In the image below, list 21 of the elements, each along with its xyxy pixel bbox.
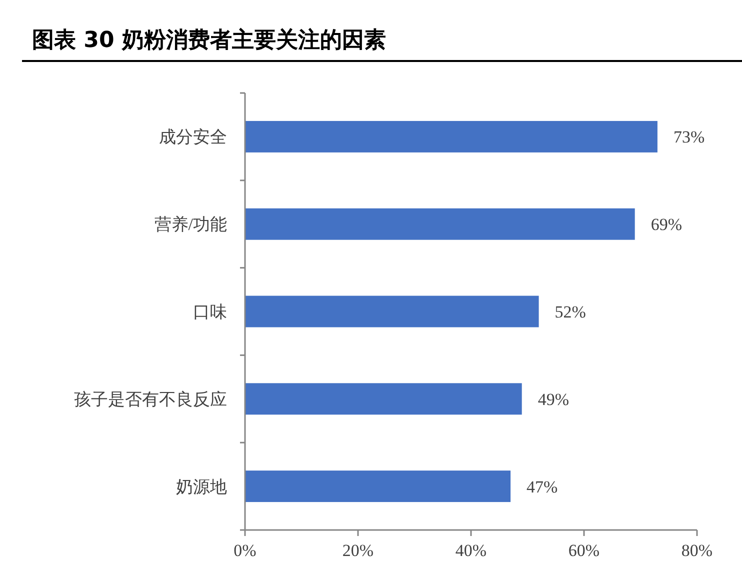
y-tick-label: 孩子是否有不良反应 (74, 390, 227, 409)
data-label: 47% (526, 477, 558, 496)
bar (245, 470, 511, 502)
y-tick-label: 口味 (193, 302, 227, 322)
y-tick-label: 奶源地 (176, 477, 227, 496)
y-tick-label: 营养/功能 (154, 215, 227, 234)
data-label: 52% (554, 302, 586, 322)
data-label: 73% (673, 128, 705, 147)
chart-title: 图表 30 奶粉消费者主要关注的因素 (32, 27, 386, 53)
data-label: 49% (538, 390, 570, 409)
bar (245, 296, 539, 328)
x-tick-label: 20% (342, 541, 374, 560)
bar (245, 120, 658, 152)
x-tick-label: 0% (234, 541, 256, 560)
x-tick-label: 60% (568, 541, 600, 560)
y-tick-label: 成分安全 (159, 128, 227, 147)
x-tick-label: 80% (681, 541, 713, 560)
data-label: 69% (650, 215, 682, 234)
bar (245, 383, 522, 415)
bar (245, 208, 635, 240)
x-tick-label: 40% (455, 541, 487, 560)
